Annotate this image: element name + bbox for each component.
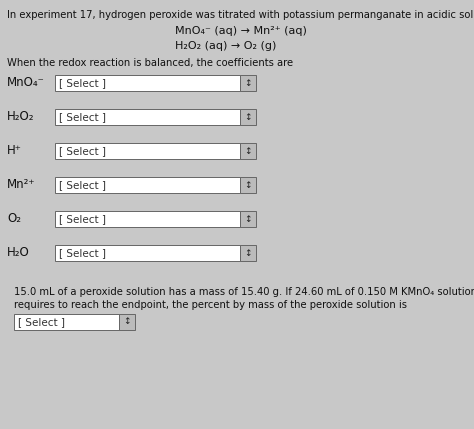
FancyBboxPatch shape: [55, 177, 240, 193]
Text: [ Select ]: [ Select ]: [59, 180, 106, 190]
Text: requires to reach the endpoint, the percent by mass of the peroxide solution is: requires to reach the endpoint, the perc…: [14, 300, 407, 310]
FancyBboxPatch shape: [55, 109, 240, 125]
Text: H₂O₂ (aq) → O₂ (g): H₂O₂ (aq) → O₂ (g): [175, 41, 276, 51]
Text: [ Select ]: [ Select ]: [18, 317, 65, 327]
Text: H₂O₂: H₂O₂: [7, 111, 35, 124]
Text: ↕: ↕: [244, 181, 252, 190]
Text: ↕: ↕: [244, 112, 252, 121]
FancyBboxPatch shape: [55, 211, 240, 227]
FancyBboxPatch shape: [240, 109, 256, 125]
Text: When the redox reaction is balanced, the coefficients are: When the redox reaction is balanced, the…: [7, 58, 293, 68]
FancyBboxPatch shape: [240, 177, 256, 193]
Text: 15.0 mL of a peroxide solution has a mass of 15.40 g. If 24.60 mL of 0.150 M KMn: 15.0 mL of a peroxide solution has a mas…: [14, 287, 474, 297]
Text: [ Select ]: [ Select ]: [59, 214, 106, 224]
Text: ↕: ↕: [244, 248, 252, 257]
Text: [ Select ]: [ Select ]: [59, 78, 106, 88]
FancyBboxPatch shape: [55, 245, 240, 261]
Text: O₂: O₂: [7, 212, 21, 226]
FancyBboxPatch shape: [55, 75, 240, 91]
Text: ↕: ↕: [244, 214, 252, 224]
Text: In experiment 17, hydrogen peroxide was titrated with potassium permanganate in : In experiment 17, hydrogen peroxide was …: [7, 10, 474, 20]
FancyBboxPatch shape: [14, 314, 119, 330]
Text: [ Select ]: [ Select ]: [59, 248, 106, 258]
Text: [ Select ]: [ Select ]: [59, 146, 106, 156]
Text: MnO₄⁻: MnO₄⁻: [7, 76, 45, 90]
FancyBboxPatch shape: [240, 75, 256, 91]
Text: Mn²⁺: Mn²⁺: [7, 178, 36, 191]
FancyBboxPatch shape: [240, 211, 256, 227]
Text: MnO₄⁻ (aq) → Mn²⁺ (aq): MnO₄⁻ (aq) → Mn²⁺ (aq): [175, 26, 307, 36]
Text: H₂O: H₂O: [7, 247, 30, 260]
FancyBboxPatch shape: [119, 314, 135, 330]
FancyBboxPatch shape: [240, 143, 256, 159]
Text: ↕: ↕: [244, 146, 252, 155]
Text: ↕: ↕: [123, 317, 131, 326]
Text: [ Select ]: [ Select ]: [59, 112, 106, 122]
Text: ↕: ↕: [244, 79, 252, 88]
FancyBboxPatch shape: [240, 245, 256, 261]
Text: H⁺: H⁺: [7, 145, 22, 157]
FancyBboxPatch shape: [55, 143, 240, 159]
